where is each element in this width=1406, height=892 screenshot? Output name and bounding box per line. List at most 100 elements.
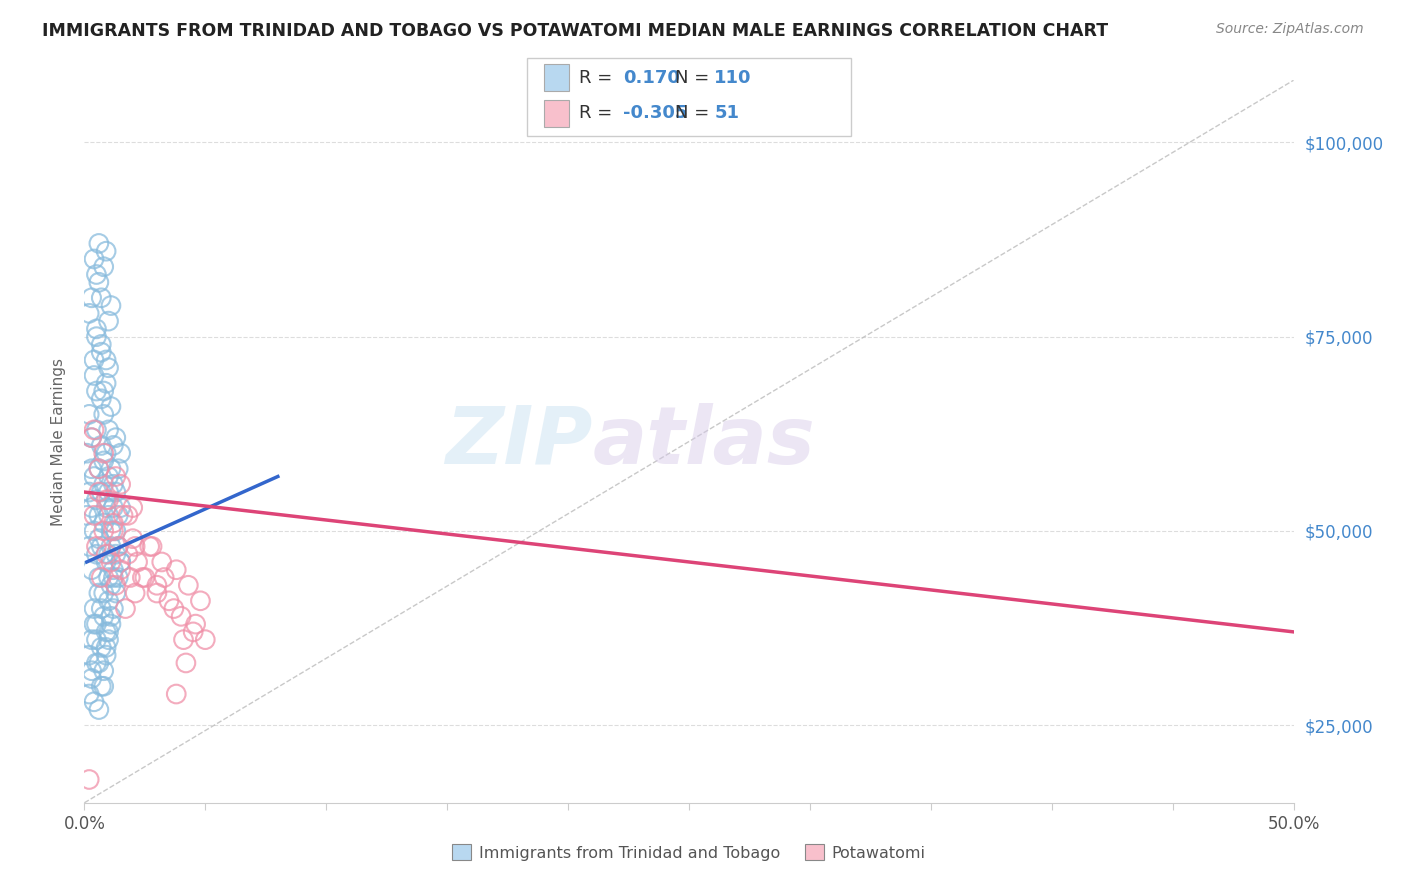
Point bbox=[93, 609, 115, 624]
Point bbox=[103, 601, 125, 615]
Point bbox=[94, 640, 117, 655]
Point bbox=[90, 438, 112, 452]
Point bbox=[93, 586, 115, 600]
Point bbox=[86, 268, 108, 282]
Point bbox=[97, 423, 120, 437]
Point bbox=[194, 632, 217, 647]
Point bbox=[93, 454, 115, 468]
Point bbox=[86, 540, 108, 554]
Point bbox=[80, 664, 103, 678]
Point bbox=[90, 640, 112, 655]
Point bbox=[77, 772, 100, 787]
Point bbox=[104, 431, 127, 445]
Point bbox=[100, 540, 122, 554]
Point bbox=[103, 524, 125, 538]
Point bbox=[165, 563, 187, 577]
Point bbox=[124, 586, 146, 600]
Point bbox=[110, 500, 132, 515]
Point bbox=[181, 624, 204, 639]
Point bbox=[90, 392, 112, 406]
Point bbox=[87, 702, 110, 716]
Point bbox=[86, 384, 108, 398]
Point bbox=[112, 508, 135, 523]
Point bbox=[93, 260, 115, 274]
Point bbox=[77, 306, 100, 320]
Point bbox=[90, 337, 112, 351]
Point bbox=[94, 376, 117, 391]
Point bbox=[173, 632, 195, 647]
Point bbox=[80, 431, 103, 445]
Point bbox=[97, 594, 120, 608]
Point bbox=[97, 360, 120, 375]
Point bbox=[94, 624, 117, 639]
Point bbox=[76, 446, 98, 460]
Text: IMMIGRANTS FROM TRINIDAD AND TOBAGO VS POTAWATOMI MEDIAN MALE EARNINGS CORRELATI: IMMIGRANTS FROM TRINIDAD AND TOBAGO VS P… bbox=[42, 22, 1108, 40]
Point bbox=[93, 679, 115, 693]
Point bbox=[83, 368, 105, 383]
Point bbox=[103, 563, 125, 577]
Point bbox=[97, 570, 120, 584]
Point bbox=[114, 601, 136, 615]
Point bbox=[170, 609, 193, 624]
Point bbox=[90, 679, 112, 693]
Point bbox=[190, 594, 212, 608]
Point bbox=[107, 540, 129, 554]
Point bbox=[121, 500, 143, 515]
Point bbox=[93, 408, 115, 422]
Point bbox=[90, 601, 112, 615]
Point bbox=[97, 485, 120, 500]
Point bbox=[110, 477, 132, 491]
Point bbox=[117, 508, 139, 523]
Point bbox=[83, 423, 105, 437]
Point bbox=[124, 540, 146, 554]
Y-axis label: Median Male Earnings: Median Male Earnings bbox=[51, 358, 66, 525]
Point bbox=[86, 322, 108, 336]
Point bbox=[107, 570, 129, 584]
Point bbox=[86, 547, 108, 561]
Text: ZIP: ZIP bbox=[444, 402, 592, 481]
Point bbox=[87, 461, 110, 475]
Point bbox=[80, 291, 103, 305]
Text: 51: 51 bbox=[714, 104, 740, 122]
Point bbox=[104, 578, 127, 592]
Point bbox=[100, 524, 122, 538]
Point bbox=[80, 461, 103, 475]
Point bbox=[104, 547, 127, 561]
Point bbox=[127, 555, 149, 569]
Point bbox=[120, 570, 142, 584]
Text: N =: N = bbox=[675, 104, 714, 122]
Point bbox=[87, 275, 110, 289]
Point bbox=[94, 555, 117, 569]
Point bbox=[77, 687, 100, 701]
Text: atlas: atlas bbox=[592, 402, 815, 481]
Point bbox=[87, 508, 110, 523]
Point bbox=[93, 524, 115, 538]
Text: N =: N = bbox=[675, 69, 714, 87]
Point bbox=[110, 555, 132, 569]
Point bbox=[165, 687, 187, 701]
Point bbox=[83, 252, 105, 266]
Point bbox=[94, 446, 117, 460]
Point bbox=[174, 656, 197, 670]
Text: -0.305: -0.305 bbox=[623, 104, 688, 122]
Point bbox=[76, 508, 98, 523]
Point bbox=[90, 485, 112, 500]
Point bbox=[77, 408, 100, 422]
Point bbox=[90, 291, 112, 305]
Point bbox=[100, 461, 122, 475]
Point bbox=[80, 563, 103, 577]
Point bbox=[103, 477, 125, 491]
Point bbox=[100, 299, 122, 313]
Text: Source: ZipAtlas.com: Source: ZipAtlas.com bbox=[1216, 22, 1364, 37]
Point bbox=[94, 244, 117, 259]
Point bbox=[163, 601, 186, 615]
Point bbox=[83, 617, 105, 632]
Text: R =: R = bbox=[579, 69, 619, 87]
Point bbox=[100, 617, 122, 632]
Point bbox=[97, 508, 120, 523]
Point bbox=[104, 469, 127, 483]
Point bbox=[83, 508, 105, 523]
Point bbox=[87, 656, 110, 670]
Point bbox=[86, 329, 108, 343]
Point bbox=[77, 485, 100, 500]
